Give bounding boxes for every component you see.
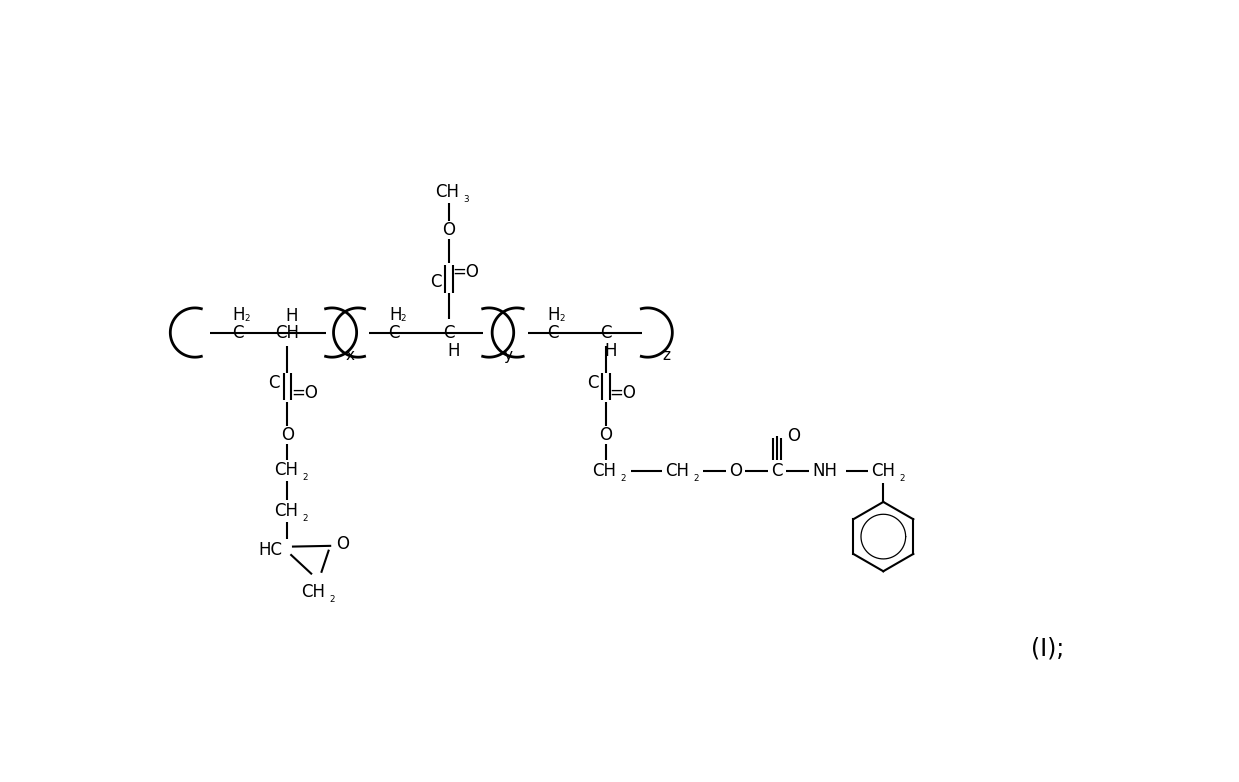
Text: CH: CH (871, 462, 896, 480)
Text: O: O (442, 221, 456, 239)
Text: C: C (548, 324, 559, 342)
Text: H: H (233, 306, 245, 324)
Text: O: O (281, 426, 294, 444)
Text: C: C (772, 462, 783, 480)
Text: H: H (389, 306, 401, 324)
Text: O: O (788, 428, 800, 446)
Text: NH: NH (813, 462, 838, 480)
Text: $_2$: $_2$ (400, 311, 406, 325)
Text: C: C (587, 374, 598, 392)
Text: x: x (346, 348, 354, 363)
Text: C: C (601, 324, 612, 342)
Text: O: O (600, 426, 612, 444)
Text: C: C (389, 324, 400, 342)
Text: $_2$: $_2$ (693, 471, 700, 484)
Text: $_2$: $_2$ (621, 471, 627, 484)
Text: $_2$: $_2$ (559, 311, 565, 325)
Text: =O: =O (610, 384, 637, 402)
Text: C: C (232, 324, 244, 342)
Text: CH: CH (275, 324, 300, 342)
Text: C: C (269, 374, 280, 392)
Text: CH: CH (435, 184, 460, 202)
Text: =O: =O (452, 264, 479, 282)
Text: C: C (430, 274, 441, 292)
Text: CH: CH (301, 583, 326, 601)
Text: CH: CH (274, 502, 297, 520)
Text: O: O (729, 462, 742, 480)
Text: =O: =O (291, 384, 317, 402)
Text: $_2$: $_2$ (244, 311, 250, 325)
Text: HC: HC (259, 540, 282, 558)
Text: H: H (286, 307, 299, 325)
Text: $_2$: $_2$ (301, 511, 309, 524)
Text: (Ⅰ);: (Ⅰ); (1031, 637, 1064, 660)
Text: O: O (336, 536, 349, 554)
Text: $_3$: $_3$ (463, 192, 471, 205)
Text: CH: CH (274, 461, 297, 479)
Text: C: C (444, 324, 455, 342)
Text: CH: CH (665, 462, 689, 480)
Text: H: H (548, 306, 560, 324)
Text: $_2$: $_2$ (900, 471, 906, 484)
Text: $_2$: $_2$ (328, 592, 336, 604)
Text: y: y (503, 348, 512, 363)
Text: z: z (662, 348, 670, 363)
Text: $_2$: $_2$ (301, 470, 309, 483)
Text: CH: CH (592, 462, 617, 480)
Text: H: H (605, 342, 617, 360)
Text: H: H (447, 342, 460, 360)
